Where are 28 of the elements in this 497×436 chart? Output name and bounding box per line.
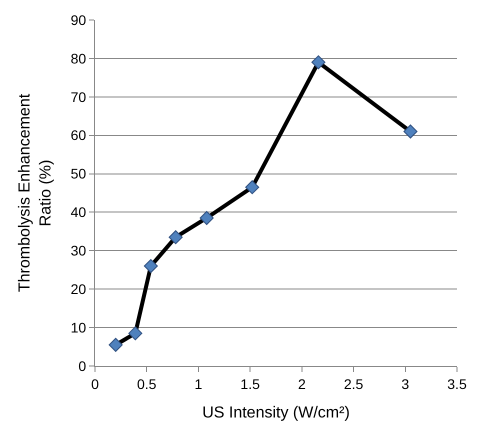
y-tick-label: 20 (70, 281, 86, 298)
x-tick-label: 2 (298, 376, 306, 392)
point (128, 326, 142, 340)
point (403, 124, 418, 138)
point (200, 210, 214, 225)
x-tick-label: 2.5 (344, 376, 364, 392)
y-tick-label: 70 (70, 88, 86, 105)
x-axis-title: US Intensity (W/cm²) (202, 404, 350, 422)
y-tick-label: 50 (70, 166, 86, 182)
x-tick-label: 0 (91, 376, 100, 392)
point (245, 180, 260, 194)
y-tick-label: 80 (70, 50, 86, 66)
point (311, 55, 326, 70)
y-axis-title: Thrombolysis Enhancement Ratio (%) (16, 93, 55, 292)
x-tick-label: 1 (194, 376, 203, 392)
x-tick-label: 0.5 (136, 376, 157, 392)
y-tick-label: 40 (70, 204, 86, 220)
point (168, 230, 183, 244)
y-tick-label: 0 (78, 358, 86, 374)
y-tick-label: 10 (70, 319, 86, 336)
point (144, 259, 158, 274)
y-tick-label: 30 (70, 242, 86, 259)
y-tick-label: 60 (70, 127, 86, 144)
y-tick-label: 90 (70, 12, 86, 28)
x-tick-label: 1.5 (240, 376, 260, 392)
point (108, 338, 123, 352)
x-tick-label: 3 (401, 376, 410, 392)
x-tick-label: 3.5 (447, 376, 467, 392)
